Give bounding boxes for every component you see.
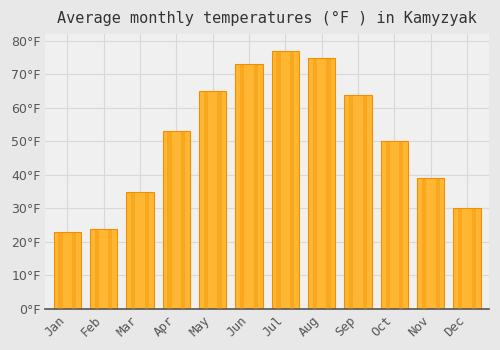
Bar <box>399 141 403 309</box>
Bar <box>381 141 408 309</box>
Bar <box>168 131 172 309</box>
Bar <box>131 192 135 309</box>
Bar <box>326 58 330 309</box>
Bar <box>240 64 244 309</box>
Bar <box>313 58 317 309</box>
Bar <box>344 94 372 309</box>
Bar <box>290 51 294 309</box>
Bar <box>276 51 280 309</box>
Bar <box>386 141 390 309</box>
Bar <box>204 91 208 309</box>
Bar <box>436 178 440 309</box>
Bar <box>72 232 76 309</box>
Bar <box>236 64 262 309</box>
Bar <box>254 64 258 309</box>
Bar <box>454 209 480 309</box>
Bar <box>90 229 118 309</box>
Bar <box>363 94 367 309</box>
Bar <box>95 229 99 309</box>
Bar <box>58 232 62 309</box>
Bar <box>272 51 299 309</box>
Bar <box>181 131 185 309</box>
Bar <box>458 209 462 309</box>
Bar <box>308 58 336 309</box>
Title: Average monthly temperatures (°F ) in Kamyzyak: Average monthly temperatures (°F ) in Ka… <box>58 11 477 26</box>
Bar <box>218 91 222 309</box>
Bar <box>422 178 426 309</box>
Bar <box>349 94 354 309</box>
Bar <box>108 229 112 309</box>
Bar <box>199 91 226 309</box>
Bar <box>162 131 190 309</box>
Bar <box>126 192 154 309</box>
Bar <box>54 232 81 309</box>
Bar <box>472 209 476 309</box>
Bar <box>144 192 149 309</box>
Bar <box>417 178 444 309</box>
